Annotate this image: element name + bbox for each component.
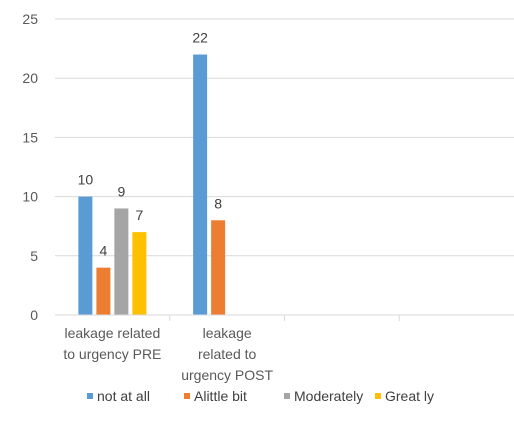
data-label: 10 — [78, 172, 94, 188]
legend-swatch — [184, 393, 190, 399]
y-tick-label: 25 — [22, 11, 38, 27]
legend-swatch — [284, 393, 290, 399]
legend-label: Great ly — [385, 388, 434, 404]
y-tick-label: 15 — [22, 129, 38, 145]
x-tick-label: related to — [198, 346, 257, 362]
legend: not at all Alittle bit Moderately Great ly — [87, 388, 434, 404]
bar — [211, 220, 226, 315]
x-tick-label: to urgency PRE — [63, 346, 161, 362]
data-label: 4 — [99, 243, 107, 259]
data-label: 8 — [214, 195, 222, 211]
x-tick-label: urgency POST — [181, 367, 273, 383]
x-tick-label: leakage — [203, 325, 252, 341]
bar — [114, 208, 129, 315]
x-axis: leakage related to urgency PRE leakage rela… — [55, 314, 514, 383]
legend-label: not at all — [97, 388, 150, 404]
data-label: 22 — [192, 30, 208, 46]
y-tick-label: 0 — [30, 307, 38, 323]
bars — [78, 54, 226, 316]
y-tick-label: 5 — [30, 248, 38, 264]
data-labels: 10 4 97 22 8 — [78, 30, 223, 259]
x-tick-label: leakage related — [65, 325, 161, 341]
legend-label: Moderately — [294, 388, 363, 404]
y-axis-ticks: 0 5 10 15 20 25 — [22, 11, 38, 323]
bar — [193, 54, 208, 316]
bar — [132, 232, 147, 315]
data-label: 7 — [135, 207, 143, 223]
bar — [78, 196, 93, 315]
legend-label: Alittle bit — [194, 388, 247, 404]
data-label: 9 — [117, 183, 125, 199]
legend-swatch — [375, 393, 381, 399]
y-tick-label: 20 — [22, 70, 38, 86]
y-tick-label: 10 — [22, 189, 38, 205]
gridlines — [55, 18, 514, 257]
bar — [96, 267, 111, 315]
legend-swatch — [87, 393, 93, 399]
